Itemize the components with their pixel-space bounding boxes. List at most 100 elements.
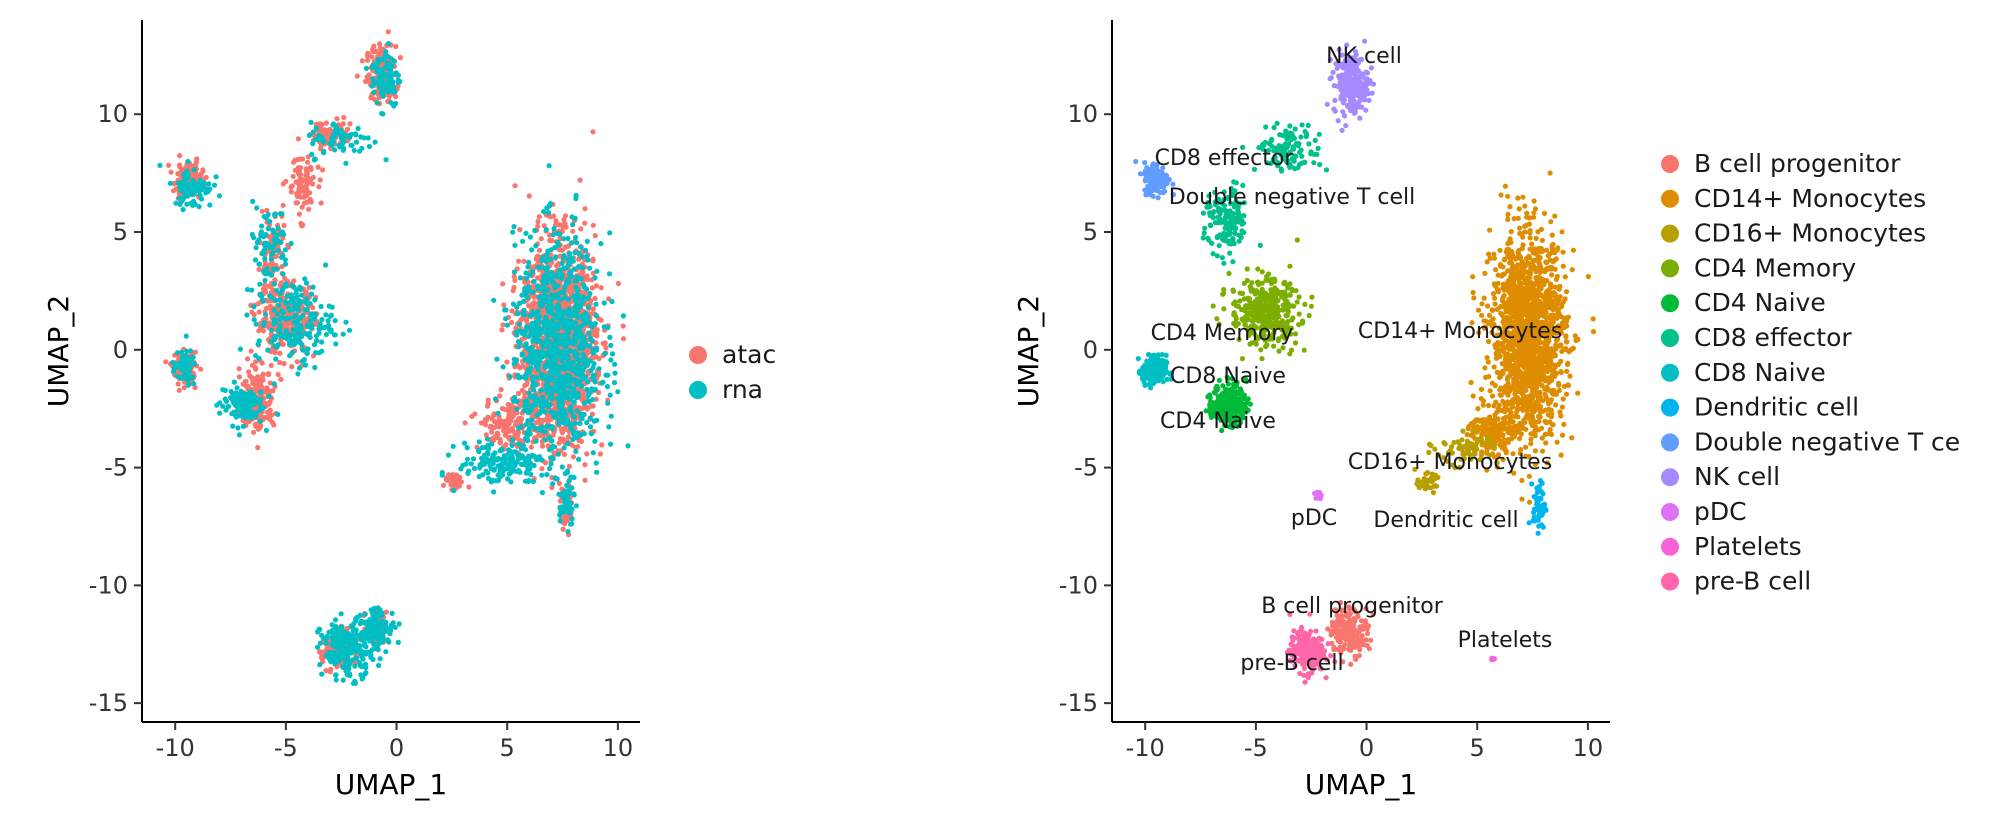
data-point: [592, 295, 598, 302]
data-point: [257, 291, 263, 297]
data-point: [572, 296, 578, 302]
data-point: [530, 478, 537, 485]
data-point: [606, 271, 613, 277]
data-point: [515, 310, 521, 317]
data-point: [500, 364, 506, 370]
data-point: [256, 266, 262, 273]
data-point: [196, 181, 202, 187]
data-point: [253, 366, 259, 372]
data-point: [330, 139, 336, 145]
data-point: [495, 410, 501, 416]
data-point: [511, 269, 517, 275]
data-point: [292, 157, 298, 163]
data-point: [334, 128, 340, 134]
data-point: [246, 408, 252, 414]
data-point: [306, 132, 312, 138]
data-point: [268, 256, 274, 262]
data-point: [593, 301, 599, 307]
data-point: [572, 215, 578, 221]
data-point: [341, 139, 347, 145]
data-point: [236, 366, 242, 372]
data-point: [292, 167, 298, 173]
data-point: [566, 251, 573, 257]
data-point: [564, 392, 570, 398]
data-point: [559, 384, 565, 390]
data-point: [500, 281, 506, 287]
data-point: [625, 443, 631, 449]
data-point: [535, 308, 541, 314]
data-point: [176, 162, 183, 168]
data-point: [584, 419, 590, 426]
data-point: [565, 235, 571, 242]
data-point: [535, 363, 541, 369]
data-point: [556, 440, 562, 446]
data-point: [278, 376, 284, 382]
data-point: [540, 254, 546, 260]
data-point: [368, 95, 374, 101]
data-point: [383, 157, 389, 163]
data-point: [545, 362, 551, 368]
data-point: [222, 396, 228, 402]
data-point: [183, 333, 189, 339]
data-point: [166, 162, 172, 168]
data-point: [393, 100, 399, 107]
data-point: [527, 288, 533, 294]
data-point: [216, 193, 223, 199]
data-point: [247, 373, 253, 379]
data-point: [537, 300, 543, 307]
data-point: [570, 454, 577, 460]
data-point: [570, 222, 576, 228]
data-point: [585, 304, 592, 310]
data-point: [248, 348, 254, 354]
data-point: [293, 200, 299, 206]
data-point: [256, 338, 262, 344]
data-point: [228, 388, 234, 395]
data-point: [268, 362, 274, 368]
data-point: [251, 304, 257, 310]
data-point: [544, 390, 551, 396]
data-point: [372, 139, 378, 145]
data-point: [369, 83, 375, 89]
data-point: [383, 54, 389, 60]
data-point: [181, 171, 187, 177]
data-point: [304, 171, 310, 177]
data-point: [553, 368, 559, 374]
data-point: [295, 136, 301, 142]
data-point: [276, 302, 282, 309]
data-point: [275, 225, 281, 231]
data-point: [308, 119, 314, 125]
data-point: [191, 167, 197, 173]
data-point: [308, 199, 314, 205]
data-point: [363, 65, 369, 71]
data-point: [199, 187, 205, 193]
data-point: [364, 53, 371, 59]
data-point: [585, 405, 591, 411]
data-point: [462, 420, 468, 426]
data-point: [493, 423, 499, 429]
data-point: [511, 284, 517, 291]
data-point: [251, 317, 257, 323]
data-point: [290, 173, 296, 179]
data-point: [322, 324, 328, 331]
data-point: [575, 391, 581, 397]
data-point: [296, 365, 303, 371]
data-point: [541, 223, 547, 229]
data-point: [580, 342, 587, 348]
data-point: [244, 312, 250, 318]
data-point: [244, 286, 251, 293]
data-point: [579, 322, 585, 328]
data-point: [302, 276, 308, 282]
data-point: [318, 200, 324, 206]
data-point: [543, 227, 549, 233]
data-point: [258, 385, 265, 391]
data-point: [605, 400, 611, 406]
data-point: [491, 297, 497, 303]
data-point: [304, 350, 310, 356]
data-point: [539, 490, 546, 496]
data-point: [440, 482, 447, 488]
data-point: [584, 386, 590, 392]
data-point: [550, 295, 556, 301]
data-point: [182, 375, 188, 381]
data-point: [542, 437, 548, 443]
data-point: [302, 362, 309, 368]
